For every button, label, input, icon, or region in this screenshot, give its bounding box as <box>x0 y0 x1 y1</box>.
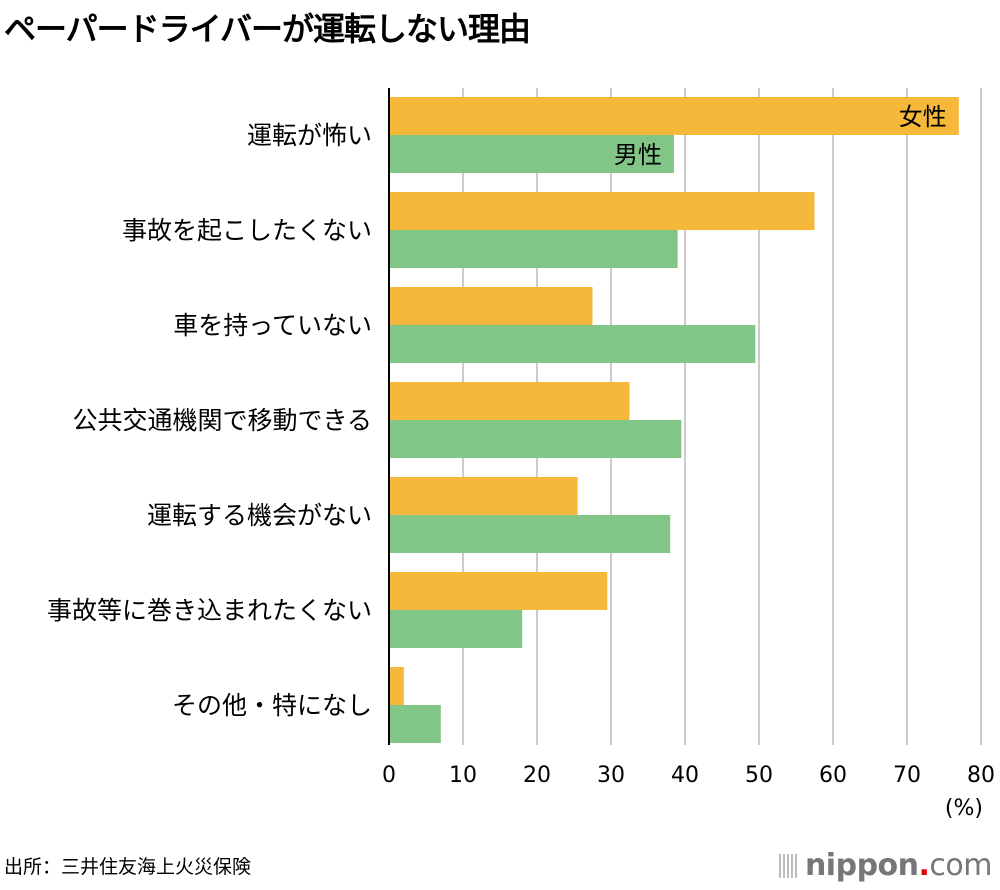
category-label: 運転する機会がない <box>147 501 372 530</box>
x-tick-label: 50 <box>745 763 773 788</box>
bar-female <box>389 572 608 610</box>
category-label: 事故等に巻き込まれたくない <box>47 596 372 625</box>
category-label: 事故を起こしたくない <box>122 216 372 245</box>
x-tick-label: 60 <box>819 763 847 788</box>
chart-title: ペーパードライバーが運転しない理由 <box>4 10 531 48</box>
bar-male <box>389 135 674 173</box>
bar-male <box>389 515 671 553</box>
x-unit-label: (%) <box>945 796 983 821</box>
logo-suffix: com <box>929 848 992 883</box>
nippon-logo: nippon.com <box>778 848 992 883</box>
bar-female <box>389 477 578 515</box>
bar-female <box>389 192 815 230</box>
bar-female <box>389 382 630 420</box>
x-tick-label: 70 <box>893 763 921 788</box>
x-tick-label: 80 <box>967 763 995 788</box>
x-tick-label: 30 <box>597 763 625 788</box>
bar-female <box>389 97 959 135</box>
source-note: 出所：三井住友海上火災保険 <box>4 856 252 878</box>
logo-dot: . <box>918 848 930 883</box>
x-tick-label: 20 <box>523 763 551 788</box>
category-label: 運転が怖い <box>247 121 372 150</box>
series-label-female: 女性 <box>899 103 947 131</box>
bar-female <box>389 287 593 325</box>
bar-female <box>389 667 404 705</box>
bar-male <box>389 325 756 363</box>
x-tick-label: 10 <box>449 763 477 788</box>
x-tick-label: 0 <box>382 763 396 788</box>
bar-male <box>389 610 523 648</box>
series-label-male: 男性 <box>614 141 662 169</box>
category-label: 車を持っていない <box>173 311 372 340</box>
logo-bars-icon <box>778 854 799 878</box>
bar-male <box>389 230 678 268</box>
bar-male <box>389 705 441 743</box>
logo-text: nippon <box>804 848 919 883</box>
category-label: 公共交通機関で移動できる <box>72 406 372 435</box>
category-label: その他・特になし <box>172 691 372 720</box>
bar-male <box>389 420 682 458</box>
x-tick-label: 40 <box>671 763 699 788</box>
